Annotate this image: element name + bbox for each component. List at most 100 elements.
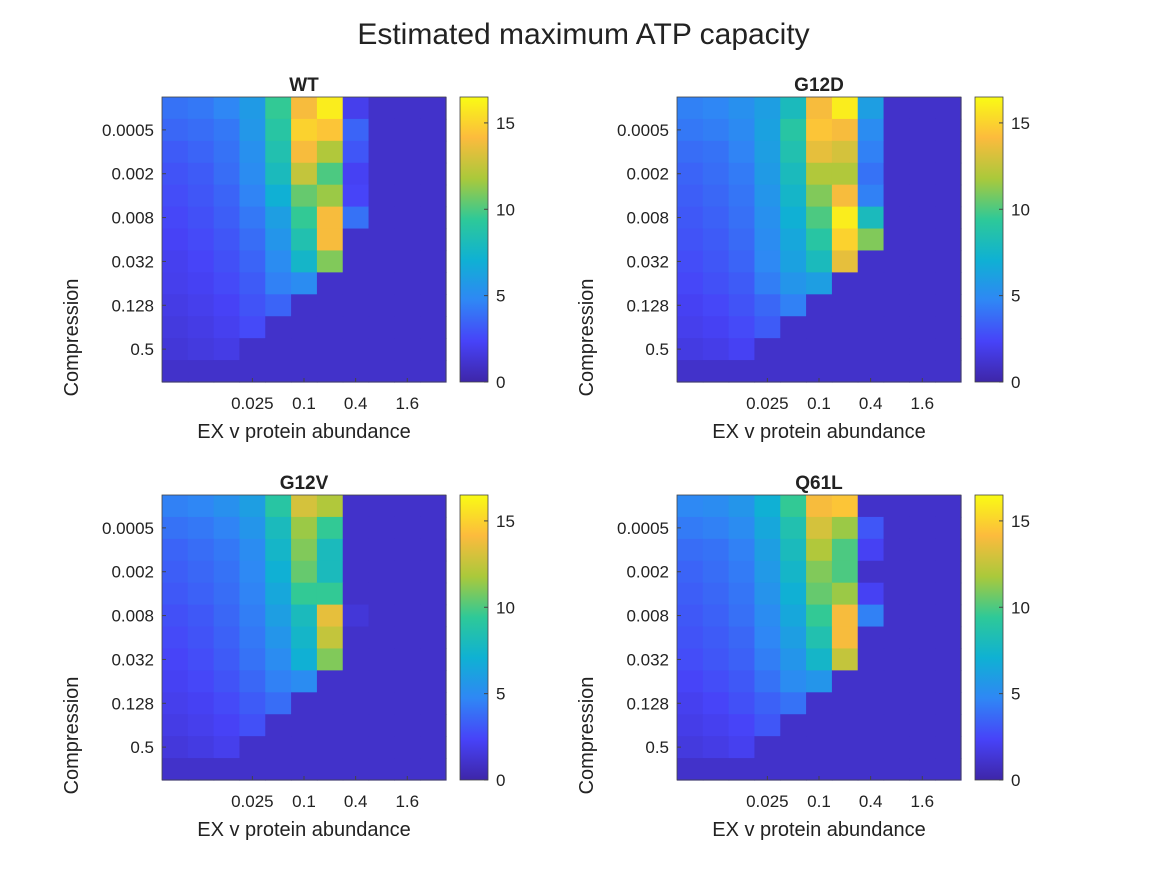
x-tick-label: 0.1 bbox=[807, 394, 831, 413]
heatmap-cell bbox=[780, 184, 807, 208]
heatmap-cell bbox=[677, 184, 704, 208]
heatmap-cell bbox=[368, 360, 395, 383]
heatmap-cell bbox=[857, 228, 885, 252]
heatmap-cell bbox=[831, 97, 859, 120]
heatmap-cell bbox=[780, 538, 807, 562]
heatmap-cell bbox=[935, 228, 962, 252]
heatmap-cell bbox=[368, 582, 395, 606]
heatmap-cell bbox=[857, 206, 885, 230]
heatmap-cell bbox=[162, 736, 189, 759]
x-tick-label: 0.4 bbox=[859, 792, 883, 811]
heatmap-cell bbox=[291, 495, 318, 518]
heatmap-cell bbox=[754, 97, 781, 120]
heatmap-cell bbox=[162, 758, 189, 781]
heatmap-cell bbox=[187, 758, 215, 781]
colorbar-tick-label: 5 bbox=[1011, 685, 1020, 704]
heatmap-cell bbox=[754, 250, 781, 273]
heatmap-cell bbox=[316, 604, 344, 628]
heatmap-cell bbox=[909, 250, 936, 273]
heatmap-cell bbox=[265, 626, 292, 650]
heatmap-cell bbox=[806, 714, 833, 737]
heatmap-cell bbox=[342, 670, 370, 693]
heatmap-cell bbox=[394, 495, 421, 518]
heatmap-cell bbox=[935, 294, 962, 317]
heatmap-cell bbox=[702, 626, 730, 650]
heatmap-cell bbox=[780, 338, 807, 361]
colorbar bbox=[459, 96, 489, 383]
heatmap-cell bbox=[857, 140, 885, 164]
figure-title: Estimated maximum ATP capacity bbox=[357, 18, 810, 51]
heatmap-cell bbox=[239, 206, 266, 230]
heatmap-cell bbox=[187, 670, 215, 693]
heatmap-cell bbox=[316, 736, 344, 759]
heatmap-cell bbox=[754, 360, 781, 383]
heatmap-cell bbox=[239, 250, 266, 273]
heatmap-cell bbox=[342, 184, 370, 208]
heatmap-cell bbox=[291, 626, 318, 650]
heatmap-cell bbox=[702, 582, 730, 606]
heatmap-cell bbox=[883, 626, 910, 650]
heatmap-cell bbox=[291, 692, 318, 715]
heatmap-cell bbox=[239, 670, 266, 693]
heatmap-cell bbox=[213, 316, 241, 339]
colorbar-tick-label: 10 bbox=[1011, 200, 1030, 219]
heatmap-cell bbox=[935, 604, 962, 628]
heatmap-cell bbox=[728, 118, 756, 142]
heatmap-cell bbox=[935, 648, 962, 671]
heatmap-cell bbox=[831, 714, 859, 737]
heatmap-cell bbox=[677, 736, 704, 759]
y-tick-label: 0.008 bbox=[111, 607, 154, 626]
heatmap-cell bbox=[857, 495, 885, 518]
heatmap-cell bbox=[368, 206, 395, 230]
heatmap-cell bbox=[239, 626, 266, 650]
heatmap-cell bbox=[883, 582, 910, 606]
heatmap-cell bbox=[342, 294, 370, 317]
heatmap-cell bbox=[806, 582, 833, 606]
heatmap-cell bbox=[187, 648, 215, 671]
heatmap-cell bbox=[754, 758, 781, 781]
heatmap-cell bbox=[728, 736, 756, 759]
heatmap-cell bbox=[394, 670, 421, 693]
heatmap-cell bbox=[935, 206, 962, 230]
colorbar-tick-label: 0 bbox=[496, 373, 505, 392]
heatmap-cell bbox=[883, 538, 910, 562]
heatmap-cell bbox=[265, 184, 292, 208]
heatmap-cell bbox=[909, 626, 936, 650]
heatmap-cell bbox=[265, 582, 292, 606]
heatmap-cell bbox=[677, 626, 704, 650]
heatmap-cell bbox=[291, 560, 318, 584]
heatmap-cell bbox=[702, 140, 730, 164]
heatmap-cell bbox=[213, 360, 241, 383]
heatmap-cell bbox=[291, 360, 318, 383]
heatmap-cell bbox=[291, 206, 318, 230]
heatmap-cell bbox=[780, 360, 807, 383]
heatmap-cell bbox=[213, 250, 241, 273]
heatmap-cell bbox=[394, 294, 421, 317]
colorbar-tick-label: 15 bbox=[496, 114, 515, 133]
heatmap-cell bbox=[883, 692, 910, 715]
heatmap-cell bbox=[728, 316, 756, 339]
heatmap-cell bbox=[213, 228, 241, 252]
heatmap-cell bbox=[677, 582, 704, 606]
heatmap-cell bbox=[342, 206, 370, 230]
heatmap-cell bbox=[857, 272, 885, 295]
heatmap-cell bbox=[291, 228, 318, 252]
heatmap-cell bbox=[420, 118, 447, 142]
heatmap-cell bbox=[780, 140, 807, 164]
colorbar-tick-label: 10 bbox=[496, 200, 515, 219]
heatmap-cell bbox=[239, 184, 266, 208]
heatmap-cell bbox=[728, 97, 756, 120]
heatmap-cell bbox=[213, 516, 241, 540]
y-tick-label: 0.008 bbox=[626, 607, 669, 626]
heatmap-cell bbox=[806, 316, 833, 339]
heatmap-cell bbox=[342, 736, 370, 759]
heatmap-cell bbox=[831, 360, 859, 383]
heatmap-cell bbox=[162, 626, 189, 650]
heatmap-cell bbox=[368, 692, 395, 715]
heatmap-cell bbox=[213, 538, 241, 562]
heatmap-cell bbox=[239, 272, 266, 295]
heatmap-cell bbox=[677, 118, 704, 142]
heatmap-cell bbox=[187, 495, 215, 518]
heatmap-cell bbox=[935, 360, 962, 383]
heatmap-cell bbox=[394, 140, 421, 164]
